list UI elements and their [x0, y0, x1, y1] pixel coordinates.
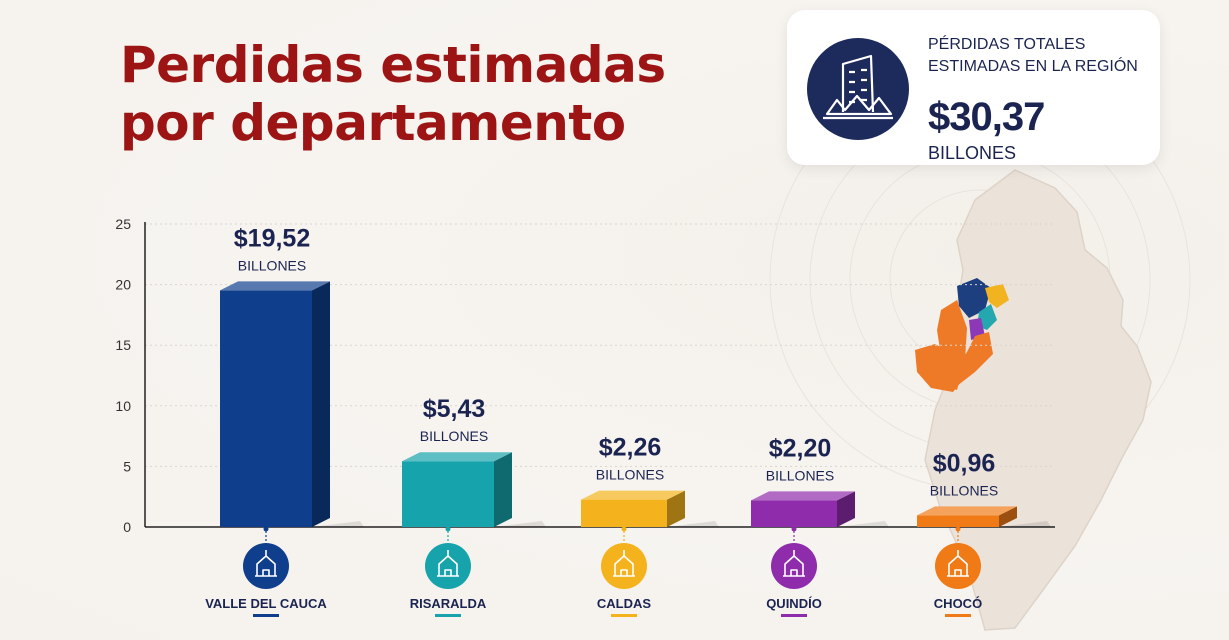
- page-title: Perdidas estimadas por departamento: [120, 36, 666, 152]
- bar-top: [220, 281, 330, 291]
- bar-top: [917, 506, 1017, 516]
- data-label: $0,96: [933, 449, 996, 477]
- y-tick-label: 20: [115, 277, 131, 293]
- bar-shadow: [312, 521, 364, 527]
- category-underline: [435, 614, 461, 617]
- palm-house-icon: [771, 543, 817, 589]
- connector-dot: [621, 526, 627, 532]
- category-underline: [253, 614, 279, 617]
- connector-dot: [263, 526, 269, 532]
- y-tick-label: 0: [123, 519, 131, 535]
- map-region-valle: [915, 344, 961, 392]
- bar-top: [581, 490, 685, 500]
- bar: [751, 500, 837, 527]
- y-tick-label: 10: [115, 398, 131, 414]
- category-label: RISARALDA: [410, 596, 487, 611]
- category-label: QUINDÍO: [766, 596, 822, 611]
- bar-side: [837, 491, 855, 527]
- cathedral-icon: [601, 543, 647, 589]
- bar: [220, 290, 312, 527]
- data-label: $19,52: [234, 224, 310, 252]
- palm-tree-icon: [935, 543, 981, 589]
- connector-dot: [955, 526, 961, 532]
- bar-shadow: [494, 521, 546, 527]
- map-region-south: [955, 332, 993, 386]
- mountain-icon: [425, 543, 471, 589]
- category-label: CALDAS: [597, 596, 651, 611]
- bar: [402, 461, 494, 527]
- map-region-caldas-area: [957, 278, 991, 318]
- bar: [917, 515, 999, 527]
- data-label-unit: BILLONES: [238, 257, 306, 273]
- bar-side: [999, 506, 1017, 527]
- data-label: $2,26: [599, 434, 662, 462]
- data-label: $2,20: [769, 434, 832, 462]
- summary-card: PÉRDIDAS TOTALES ESTIMADAS EN LA REGIÓN …: [787, 10, 1160, 165]
- data-label-unit: BILLONES: [930, 482, 998, 498]
- y-tick-label: 25: [115, 216, 131, 232]
- map-region-caldas: [985, 284, 1009, 308]
- summary-unit: BILLONES: [928, 143, 1017, 163]
- bar-side: [312, 281, 330, 527]
- data-label-unit: BILLONES: [420, 428, 488, 444]
- category-label: CHOCÓ: [934, 596, 982, 611]
- connector-dot: [445, 526, 451, 532]
- bar-shadow: [667, 521, 719, 527]
- church-icon: [243, 543, 289, 589]
- data-label-unit: BILLONES: [596, 467, 664, 483]
- bar-side: [494, 452, 512, 527]
- data-label: $5,43: [423, 395, 486, 423]
- category-underline: [611, 614, 637, 617]
- bar-shadow: [837, 521, 889, 527]
- category-label: VALLE DEL CAUCA: [205, 596, 327, 611]
- bar: [581, 499, 667, 527]
- data-label-unit: BILLONES: [766, 467, 834, 483]
- bar-side: [667, 490, 685, 527]
- building-icon: [807, 38, 909, 140]
- bar-shadow: [999, 521, 1051, 527]
- connector-dot: [791, 526, 797, 532]
- bar-top: [402, 452, 512, 462]
- category-underline: [945, 614, 971, 617]
- title-line-2: por departamento: [120, 94, 626, 152]
- summary-value: $30,37: [928, 95, 1045, 139]
- y-tick-label: 5: [123, 458, 131, 474]
- summary-label: PÉRDIDAS TOTALES ESTIMADAS EN LA REGIÓN: [928, 36, 1138, 75]
- bar-top: [751, 491, 855, 501]
- category-underline: [781, 614, 807, 617]
- title-line-1: Perdidas estimadas: [120, 36, 666, 94]
- y-tick-label: 15: [115, 337, 131, 353]
